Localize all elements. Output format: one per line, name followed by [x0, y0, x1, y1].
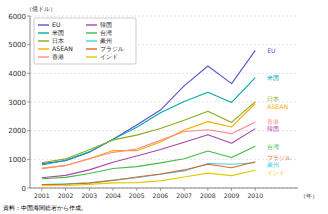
y-tick [27, 73, 30, 74]
legend-swatch [38, 32, 49, 33]
x-tick-label: 2006 [153, 192, 169, 199]
x-tick-label: 2010 [247, 192, 263, 199]
legend-label: 香港 [52, 53, 64, 60]
y-axis [30, 16, 31, 188]
legend-label: EU [52, 21, 60, 28]
end-label: 日本 [267, 95, 279, 102]
legend-label: ASEAN [52, 45, 73, 52]
legend-swatch [38, 48, 49, 49]
x-tick [184, 188, 185, 191]
series-line [42, 103, 255, 168]
x-tick [89, 188, 90, 191]
y-tick [27, 130, 30, 131]
end-label: 米国 [267, 74, 279, 81]
series-line [42, 78, 255, 166]
series-line [42, 162, 255, 185]
legend-swatch [38, 40, 49, 41]
legend-box [34, 18, 136, 64]
series-line [42, 129, 255, 178]
x-tick [41, 188, 42, 191]
legend-swatch [86, 56, 97, 57]
y-tick [27, 188, 30, 189]
legend: EU米国日本ASEAN香港 韓国台湾豪州ブラジルインド [34, 18, 136, 64]
y-tick-label: 1000 [8, 156, 26, 164]
source-note: 資料：中国海関総署から作成。 [3, 204, 87, 212]
end-label: ブラジル [267, 154, 291, 161]
y-axis-label: （億ドル） [26, 5, 56, 13]
y-tick [27, 159, 30, 160]
legend-label: 韓国 [100, 21, 112, 28]
end-label: EU [267, 47, 275, 54]
legend-swatch [86, 32, 97, 33]
series-line [42, 122, 255, 169]
plot-lines [42, 50, 255, 185]
x-tick [113, 188, 114, 191]
y-tick [27, 16, 30, 17]
legend-label: 日本 [52, 37, 64, 44]
legend-swatch [38, 24, 49, 25]
end-label: 韓国 [267, 125, 279, 132]
grid-line [30, 102, 298, 103]
x-tick-label: 2007 [176, 192, 192, 199]
legend-label: インド [100, 53, 118, 60]
x-tick [231, 188, 232, 191]
x-tick [160, 188, 161, 191]
x-tick-label: 2001 [34, 192, 50, 199]
y-tick-label: 2000 [8, 127, 26, 135]
end-label: インド [267, 169, 285, 176]
x-tick-label: 2003 [81, 192, 97, 199]
grid-line [30, 188, 298, 189]
y-tick-label: 6000 [8, 13, 26, 21]
grid-line [30, 16, 298, 17]
y-tick [27, 102, 30, 103]
series-line [42, 170, 255, 186]
y-tick-label: 3000 [8, 99, 26, 107]
legend-label: 豪州 [100, 37, 112, 44]
x-tick-label: 2008 [200, 192, 216, 199]
x-tick [255, 188, 256, 191]
x-tick [207, 188, 208, 191]
x-tick-label: 2009 [224, 192, 240, 199]
y-tick-label: 4000 [8, 70, 26, 78]
legend-swatch [86, 48, 97, 49]
legend-swatch [38, 56, 49, 57]
legend-swatch [86, 24, 97, 25]
end-label: 香港 [267, 118, 279, 125]
y-tick [27, 44, 30, 45]
x-tick [136, 188, 137, 191]
legend-label: ブラジル [100, 45, 124, 52]
series-line [42, 146, 255, 178]
x-tick [65, 188, 66, 191]
end-label: 台湾 [267, 143, 279, 150]
y-tick-label: 0 [22, 185, 26, 193]
legend-swatch [86, 40, 97, 41]
legend-label: 米国 [52, 29, 64, 36]
x-axis [30, 188, 298, 189]
grid-line [30, 130, 298, 131]
x-tick-label: 2005 [129, 192, 145, 199]
y-tick-label: 5000 [8, 41, 26, 49]
legend-label: 台湾 [100, 29, 112, 36]
end-label: 豪州 [267, 161, 279, 168]
end-label: ASEAN [267, 103, 288, 110]
x-tick-label: 2004 [105, 192, 121, 199]
x-tick-label: 2002 [58, 192, 74, 199]
grid-line [30, 73, 298, 74]
x-axis-label: （年） [300, 192, 318, 200]
